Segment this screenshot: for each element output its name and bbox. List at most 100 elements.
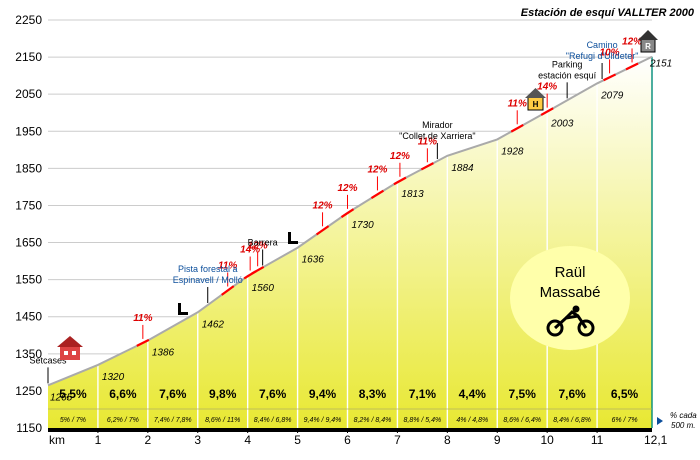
place-label: Espinavell / Molló: [173, 275, 243, 285]
steep-segment: [603, 73, 617, 82]
steep-segment: [370, 189, 385, 200]
parking-hut-icon: H: [525, 88, 546, 111]
altitude-label: 1884: [451, 163, 474, 174]
km-gradient-label: 6,6%: [109, 387, 137, 401]
svg-text:H: H: [533, 100, 539, 109]
y-tick-label: 1150: [16, 421, 42, 435]
half-km-gradient-label: 9,4% / 9,4%: [304, 417, 342, 424]
half-km-gradient-label: 4% / 4,8%: [456, 417, 488, 424]
barrier-icon: [178, 303, 188, 315]
y-tick-label: 1250: [15, 384, 42, 398]
steep-pct-label: 12%: [367, 164, 387, 175]
y-tick-label: 1750: [15, 198, 42, 212]
steep-segment: [420, 162, 434, 171]
steep-pct-label: 11%: [418, 136, 437, 147]
steep-pct-label: 11%: [508, 98, 527, 109]
km-gradient-label: 6,5%: [611, 387, 639, 401]
x-tick-label: 2: [144, 433, 151, 447]
rider-name-first: Raül: [555, 264, 586, 281]
refuge-hut-icon: R: [638, 30, 658, 53]
km-gradient-label: 7,5%: [509, 387, 537, 401]
steep-segment: [315, 225, 330, 236]
place-label: "Refugi d'Ulldeter": [566, 51, 639, 61]
x-tick-label: 1: [95, 433, 102, 447]
x-tick-label: 8: [444, 433, 451, 447]
altitude-label: 2079: [600, 90, 624, 101]
x-tick-label: 3: [194, 433, 201, 447]
x-axis-label: km: [49, 433, 65, 447]
place-label: Pista forestal a: [178, 264, 238, 274]
altitude-label: 2003: [550, 119, 574, 130]
svg-text:R: R: [645, 42, 651, 51]
km-gradient-label: 9,8%: [209, 387, 237, 401]
profile-fill: [48, 56, 652, 428]
place-label: Setcases: [29, 355, 67, 365]
km-gradient-label: 9,4%: [309, 387, 337, 401]
half-km-gradient-label: 6,2% / 7%: [107, 417, 139, 424]
steep-pct-label: 12%: [313, 200, 333, 211]
steep-segment: [251, 265, 265, 275]
x-tick-label: 4: [244, 433, 251, 447]
x-tick-label: 7: [394, 433, 401, 447]
steep-segment: [136, 338, 150, 347]
half-km-gradient-label: 8,6% / 6,4%: [503, 417, 541, 424]
steep-pct-label: 12%: [622, 36, 642, 47]
steep-pct-label: 12%: [337, 183, 357, 194]
place-label: Parking: [552, 59, 583, 69]
km-gradient-label: 7,1%: [409, 387, 437, 401]
altitude-label: 1265: [50, 392, 73, 403]
steep-segment: [340, 208, 355, 218]
km-gradient-label: 8,3%: [359, 387, 387, 401]
rider-badge: Raül Massabé: [510, 246, 630, 350]
steep-segment: [540, 107, 554, 116]
place-label: estación esquí: [538, 70, 597, 80]
steep-pct-label: 14%: [537, 82, 557, 93]
steep-segment: [393, 176, 407, 186]
x-tick-label: 9: [494, 433, 501, 447]
half-km-gradient-label: 8,8% / 5,4%: [404, 417, 442, 424]
altitude-label: 1928: [501, 146, 524, 157]
half-km-gradient-label: 7,4% / 7,8%: [154, 417, 192, 424]
steep-pct-label: 14%: [240, 245, 260, 256]
steep-segment: [510, 124, 524, 133]
steep-segment: [221, 285, 235, 296]
y-tick-label: 1950: [15, 124, 42, 138]
legend-note-line-1: % cada: [670, 411, 697, 420]
cyclist-icon: [546, 305, 595, 337]
steep-pct-label: 12%: [390, 151, 410, 162]
altitude-label: 1386: [152, 347, 175, 358]
altitude-label: 1730: [352, 220, 375, 231]
half-km-gradient-label: 5% / 7%: [60, 417, 86, 424]
y-tick-label: 2250: [15, 13, 42, 27]
half-km-gradient-label: 8,2% / 8,4%: [354, 417, 392, 424]
half-km-gradient-label: 6% / 7%: [612, 417, 638, 424]
altitude-label: 1320: [102, 372, 125, 383]
place-label: Barrera: [248, 237, 278, 247]
altitude-label: 1636: [302, 255, 325, 266]
x-end-label: 12,1: [644, 433, 668, 447]
x-tick-label: 10: [540, 433, 554, 447]
y-tick-label: 1450: [15, 310, 42, 324]
rider-badge-ellipse: [510, 246, 630, 350]
x-tick-label: 11: [591, 433, 604, 447]
place-label: Mirador: [422, 120, 453, 130]
km-gradient-label: 7,6%: [558, 387, 586, 401]
x-tick-label: 5: [294, 433, 301, 447]
steep-pct-label: 11%: [133, 313, 152, 324]
km-gradient-label: 7,6%: [159, 387, 187, 401]
steep-pct-label: 12%: [248, 240, 268, 251]
km-gradient-label: 5,5%: [59, 387, 87, 401]
legend-note-line-2: 500 m.: [671, 421, 695, 430]
km-gradient-label: 7,6%: [259, 387, 287, 401]
x-tick-label: 6: [344, 433, 351, 447]
y-tick-label: 2050: [15, 87, 42, 101]
y-tick-label: 1650: [15, 236, 42, 250]
y-tick-label: 1350: [15, 347, 42, 361]
place-label: "Collet de Xarriera": [399, 131, 475, 141]
y-tick-label: 1550: [15, 273, 42, 287]
y-tick-label: 2150: [15, 50, 42, 64]
half-km-gradient-label: 8,4% / 6,8%: [254, 417, 292, 424]
chart-marks: 5,5% 6,6% 7,6% 9,8% 7,6% 9,4% 8,3% 7,1% 4,4% 7,5%…: [29, 36, 672, 424]
km-gradient-label: 4,4%: [459, 387, 487, 401]
